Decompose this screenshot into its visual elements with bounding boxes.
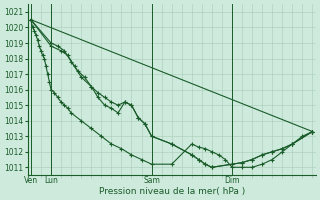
X-axis label: Pression niveau de la mer( hPa ): Pression niveau de la mer( hPa ) [99,187,245,196]
